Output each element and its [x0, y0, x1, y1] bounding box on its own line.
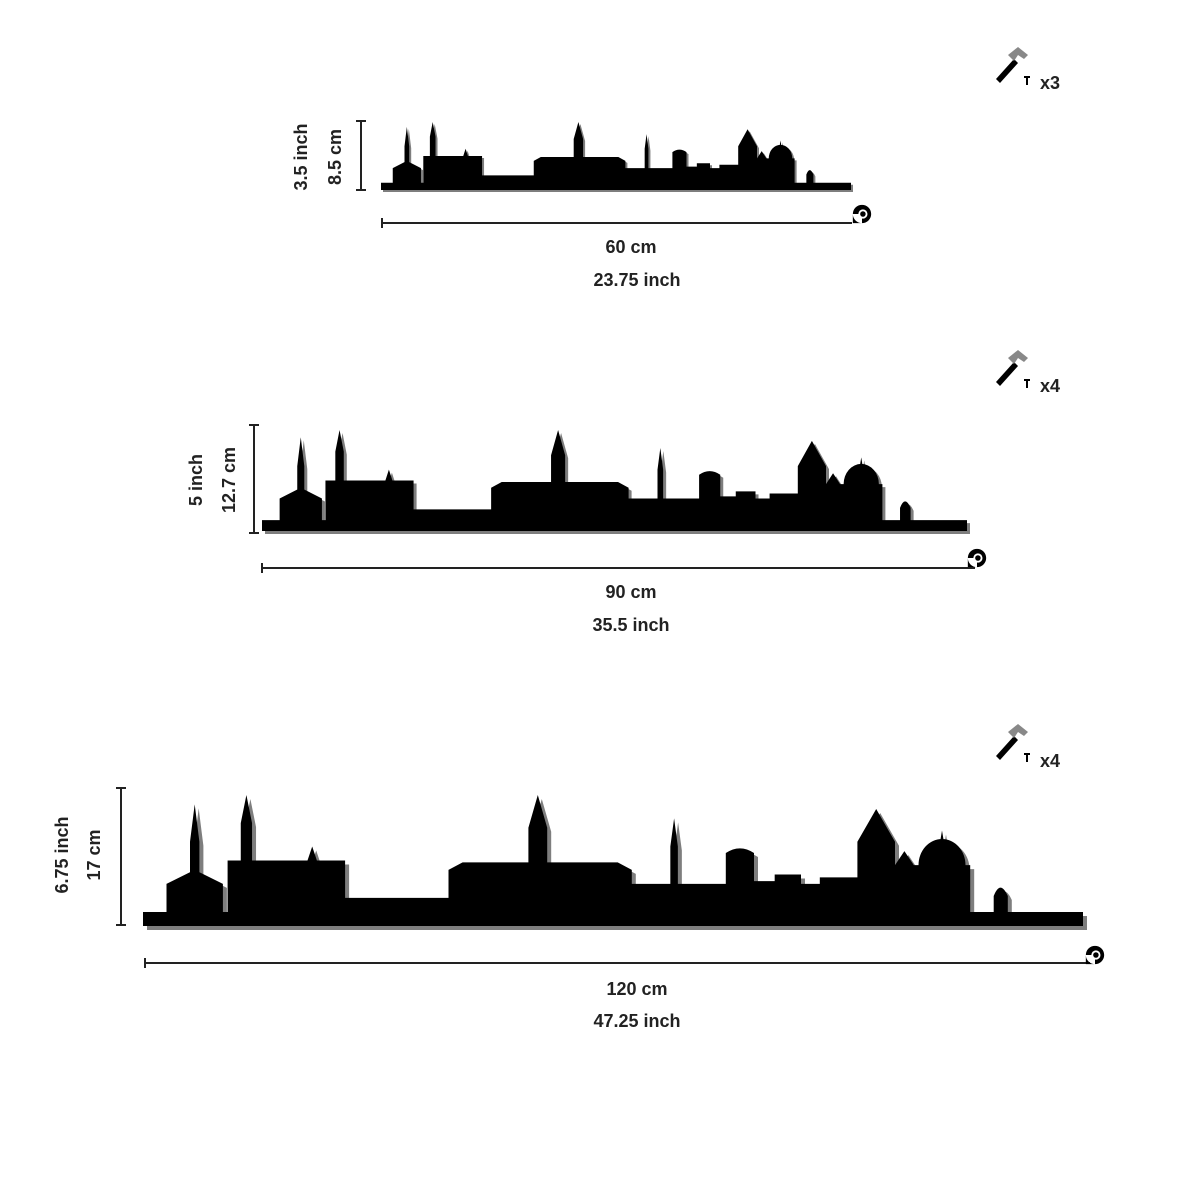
width-cm: 120 cm	[606, 979, 667, 999]
skyline	[381, 122, 851, 190]
hammer-icon	[996, 47, 1030, 85]
width-inch: 35.5 inch	[592, 615, 669, 635]
nail-count: x3	[1040, 73, 1060, 93]
tape-icon	[967, 548, 987, 568]
tape-icon	[852, 204, 872, 224]
width-cm: 60 cm	[605, 237, 656, 257]
tape-icon	[1085, 945, 1105, 965]
height-inch: 3.5 inch	[291, 123, 311, 190]
hammer-icon	[996, 350, 1030, 388]
size-medium: 5 inch 12.7 cm 90 cm 35.5 inch x4	[186, 350, 1060, 635]
height-cm: 8.5 cm	[325, 129, 345, 185]
width-line	[381, 218, 852, 228]
height-cm: 12.7 cm	[219, 447, 239, 513]
hammer-icon	[996, 724, 1030, 762]
skyline	[143, 795, 1083, 926]
width-line	[261, 563, 975, 573]
height-cm: 17 cm	[84, 829, 104, 880]
skyline	[262, 430, 967, 531]
size-small: 3.5 inch 8.5 cm 60 cm 23.75 inch x3	[291, 47, 1060, 290]
height-inch: 6.75 inch	[52, 816, 72, 893]
size-large: 6.75 inch 17 cm 120 cm 47.25 inch x4	[52, 724, 1105, 1031]
width-inch: 23.75 inch	[593, 270, 680, 290]
width-line	[144, 958, 1090, 968]
width-cm: 90 cm	[605, 582, 656, 602]
width-inch: 47.25 inch	[593, 1011, 680, 1031]
height-line	[116, 787, 126, 926]
nail-count: x4	[1040, 751, 1060, 771]
nail-count: x4	[1040, 376, 1060, 396]
height-line	[356, 120, 366, 191]
height-line	[249, 424, 259, 534]
height-inch: 5 inch	[186, 454, 206, 506]
